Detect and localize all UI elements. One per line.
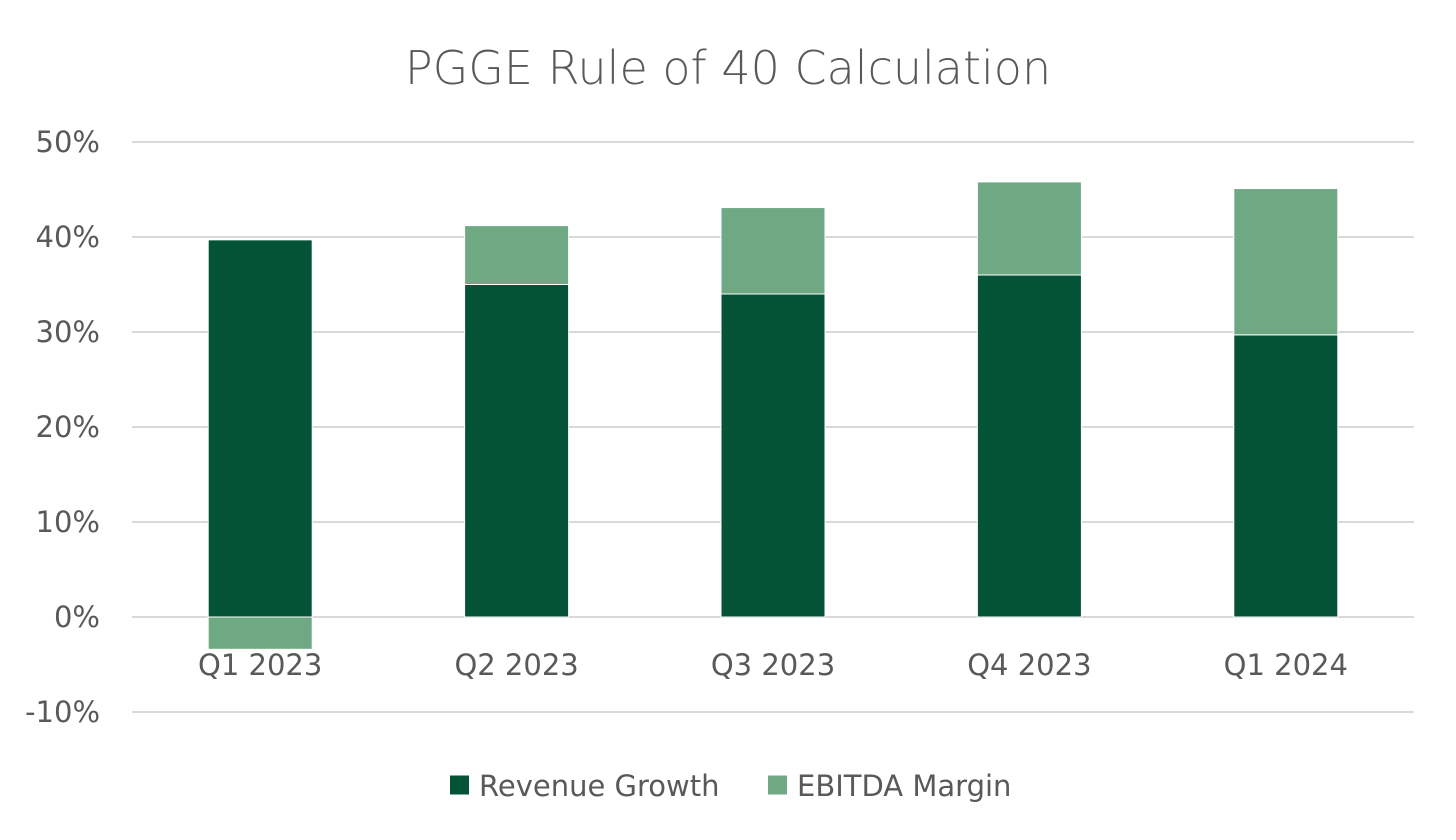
legend-swatch-ebitda-margin bbox=[768, 775, 787, 795]
bar-revenue-growth-q1-2024 bbox=[1233, 334, 1339, 618]
y-tick-label: -10% bbox=[25, 695, 100, 729]
x-tick-label: Q2 2023 bbox=[454, 648, 578, 682]
bar-revenue-growth-q3-2023 bbox=[720, 293, 826, 618]
legend: Revenue Growth EBITDA Margin bbox=[450, 769, 1011, 803]
bar-ebitda-margin-q4-2023 bbox=[976, 181, 1082, 276]
x-tick-label: Q1 2023 bbox=[198, 648, 322, 682]
legend-label-ebitda-margin: EBITDA Margin bbox=[797, 769, 1011, 803]
x-axis-tick-labels: Q1 2023 Q2 2023 Q3 2023 Q4 2023 Q1 2024 bbox=[198, 648, 1348, 682]
bar-revenue-growth-q1-2023 bbox=[207, 239, 313, 618]
legend-swatch-revenue-growth bbox=[450, 775, 469, 795]
bar-revenue-growth-q2-2023 bbox=[464, 284, 570, 618]
bars bbox=[207, 181, 1339, 650]
y-tick-label: 20% bbox=[36, 410, 100, 444]
bar-revenue-growth-q4-2023 bbox=[976, 274, 1082, 618]
x-tick-label: Q3 2023 bbox=[711, 648, 835, 682]
y-tick-label: 50% bbox=[36, 125, 100, 159]
x-tick-label: Q4 2023 bbox=[967, 648, 1091, 682]
y-tick-label: 0% bbox=[54, 600, 100, 634]
bar-ebitda-margin-q1-2024 bbox=[1233, 188, 1339, 336]
bar-ebitda-margin-q3-2023 bbox=[720, 207, 826, 295]
y-tick-label: 30% bbox=[36, 315, 100, 349]
bar-ebitda-margin-q1-2023 bbox=[207, 616, 313, 650]
y-tick-label: 10% bbox=[36, 505, 100, 539]
y-axis-tick-labels: 50% 40% 30% 20% 10% 0% -10% bbox=[25, 125, 100, 729]
y-tick-label: 40% bbox=[36, 220, 100, 254]
legend-label-revenue-growth: Revenue Growth bbox=[479, 769, 719, 803]
bar-ebitda-margin-q2-2023 bbox=[464, 225, 570, 286]
chart-title: PGGE Rule of 40 Calculation bbox=[405, 41, 1051, 95]
x-tick-label: Q1 2024 bbox=[1224, 648, 1348, 682]
